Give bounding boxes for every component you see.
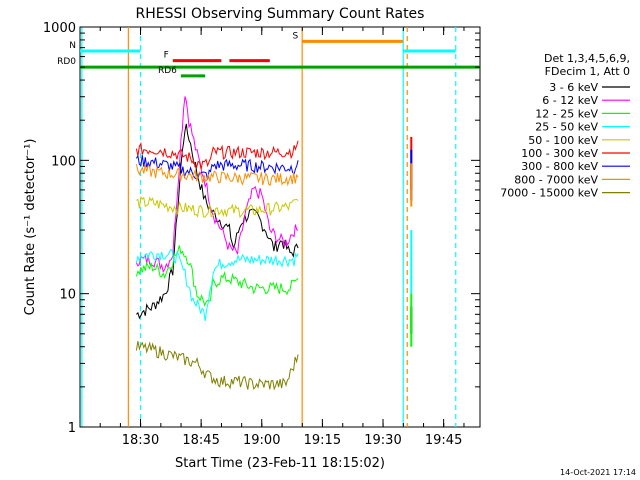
plot-frame <box>79 26 481 428</box>
legend-header: Det 1,3,4,5,6,9, <box>544 52 630 65</box>
legend-entry-label: 3 - 6 keV <box>549 81 598 94</box>
legend-entry-label: 300 - 800 keV <box>521 160 598 173</box>
legend-header: FDecim 1, Att 0 <box>545 65 630 78</box>
series-line <box>136 123 299 320</box>
plot-area: N F RD0 RD6 S <box>57 26 481 428</box>
x-tick-label: 18:45 <box>182 433 219 448</box>
x-tick-label: 19:15 <box>304 433 341 448</box>
series-line <box>135 164 299 187</box>
x-tick-label: 19:30 <box>364 433 401 448</box>
y-axis-label: Count Rate (s⁻¹ detector⁻¹) <box>23 139 38 316</box>
flag-label: F <box>164 51 169 61</box>
y-tick-label: 1 <box>68 421 76 436</box>
series-line <box>135 341 299 391</box>
legend-entry-label: 50 - 100 keV <box>528 134 598 147</box>
series-line <box>135 96 299 273</box>
legend-entry-label: 7000 - 15000 keV <box>500 187 598 200</box>
flag-label: S <box>292 31 298 41</box>
x-axis-label: Start Time (23-Feb-11 18:15:02) <box>175 456 385 471</box>
x-tick-label: 18:30 <box>122 433 159 448</box>
y-tick-label: 1000 <box>43 21 76 36</box>
flag-label: N <box>69 41 76 51</box>
series-line <box>135 245 299 307</box>
y-tick-label: 100 <box>51 154 76 169</box>
legend-entry-label: 800 - 7000 keV <box>514 173 598 186</box>
flag-label: RD0 <box>57 57 76 67</box>
series-line <box>135 248 299 321</box>
legend-entry-label: 6 - 12 keV <box>542 94 598 107</box>
flag-label: RD6 <box>158 66 177 76</box>
legend-entry-label: 25 - 50 keV <box>535 121 598 134</box>
legend: Det 1,3,4,5,6,9,FDecim 1, Att 0 3 - 6 keV… <box>500 52 630 200</box>
series-line <box>135 140 299 170</box>
chart-title: RHESSI Observing Summary Count Rates <box>136 6 425 22</box>
x-axis: 18:30 18:45 19:00 19:15 19:30 19:45 <box>79 27 465 448</box>
x-tick-label: 19:45 <box>425 433 462 448</box>
x-tick-label: 19:00 <box>243 433 280 448</box>
series-line <box>136 195 299 219</box>
y-axis: 1 10 100 1000 <box>43 21 480 436</box>
legend-entry-label: 100 - 300 keV <box>521 147 598 160</box>
y-tick-label: 10 <box>59 288 76 303</box>
legend-entry-label: 12 - 25 keV <box>535 107 598 120</box>
footer-date: 14-Oct-2021 17:14 <box>560 468 636 477</box>
series-line <box>135 154 299 180</box>
